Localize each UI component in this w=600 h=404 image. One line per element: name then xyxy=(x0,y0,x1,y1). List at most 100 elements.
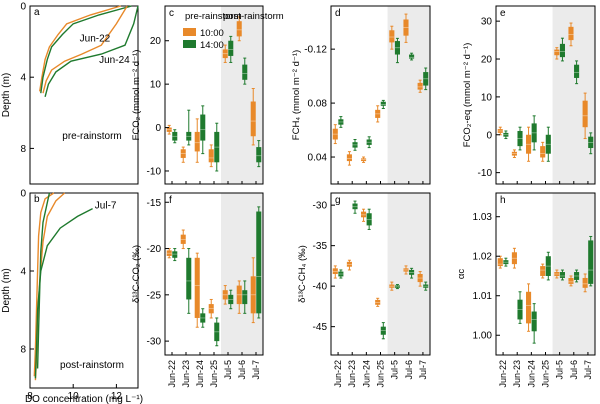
panel-f: -30 -25 -20 -15 δ¹³C-CO₂ (‰) Jun-22 Jun-23 Jun-… xyxy=(131,192,264,388)
box-body xyxy=(588,240,594,284)
panel-letter: g xyxy=(335,195,341,206)
box-14:00 xyxy=(545,126,551,162)
y-tick-label: -30 xyxy=(147,337,162,348)
x-date-label: Jun-25 xyxy=(541,360,551,388)
box-10:00 xyxy=(194,252,200,328)
y-tick-label: -30 xyxy=(313,201,328,212)
y-axis-label: FCH₄ (mmol m⁻² d⁻¹) xyxy=(291,50,302,140)
box-body xyxy=(250,101,256,137)
box-10:00 xyxy=(568,275,574,287)
post-rainstorm-shade xyxy=(552,6,595,184)
box-body xyxy=(497,258,503,267)
box-10:00 xyxy=(208,144,214,168)
box-10:00 xyxy=(194,118,200,163)
y-tick-label: -0.12 xyxy=(304,45,327,56)
x-tick-label: 12 xyxy=(111,391,123,402)
box-14:00 xyxy=(228,289,234,310)
box-14:00 xyxy=(366,136,372,149)
box-14:00 xyxy=(394,37,400,64)
legend-label-pm: 14:00 xyxy=(200,40,224,51)
box-10:00 xyxy=(346,151,352,166)
legend-label-am: 10:00 xyxy=(200,28,224,39)
profile-line xyxy=(39,5,121,92)
panel-a: Jun-22 Jun-24 0 4 8 pre-rainstorm Depth (m) a xyxy=(1,2,139,185)
box-14:00 xyxy=(338,269,344,279)
box-14:00 xyxy=(338,116,344,128)
box-14:00 xyxy=(380,322,386,340)
y-tick-label: 1.02 xyxy=(473,252,493,263)
box-10:00 xyxy=(346,259,352,271)
box-14:00 xyxy=(531,115,537,151)
box-14:00 xyxy=(214,122,220,172)
x-date-label: Jul-6 xyxy=(569,360,579,380)
box-14:00 xyxy=(503,257,509,267)
box-14:00 xyxy=(256,206,262,319)
box-14:00 xyxy=(200,105,206,155)
box-14:00 xyxy=(228,35,234,63)
box-10:00 xyxy=(403,13,409,43)
box-body xyxy=(194,131,200,152)
panel-letter: b xyxy=(34,194,40,205)
box-14:00 xyxy=(200,308,206,328)
x-date-label: Jul-6 xyxy=(404,360,414,380)
box-body xyxy=(389,30,395,43)
profile-line xyxy=(44,5,139,97)
panel-letter: c xyxy=(169,8,174,19)
y-tick-label: 0.08 xyxy=(308,99,328,110)
region-label-pre: pre-rainstorm xyxy=(185,11,242,22)
box-14:00 xyxy=(394,284,400,290)
post-rainstorm-shade xyxy=(221,6,263,184)
post-rainstorm-shade xyxy=(387,193,430,355)
y-tick-label: -15 xyxy=(147,198,162,209)
y-tick-label: 4 xyxy=(20,267,26,278)
box-10:00 xyxy=(417,79,423,93)
box-14:00 xyxy=(503,130,509,140)
panel-letter: e xyxy=(500,8,506,19)
x-tick-label: 10 xyxy=(68,391,80,402)
box-10:00 xyxy=(511,149,517,158)
x-date-label: Jul-7 xyxy=(251,360,261,380)
box-10:00 xyxy=(540,141,546,162)
x-tick-label: 8 xyxy=(27,391,33,402)
box-10:00 xyxy=(208,298,214,319)
box-14:00 xyxy=(409,267,415,279)
box-14:00 xyxy=(559,269,565,281)
panel-c: -10 0 10 20 FCO₂ (mmol m⁻² d⁻¹) c pre-rainstor… xyxy=(131,5,284,185)
box-14:00 xyxy=(352,139,358,151)
box-14:00 xyxy=(352,200,358,214)
box-body xyxy=(194,257,200,318)
y-tick-label: 0 xyxy=(155,123,161,134)
x-date-label: Jun-24 xyxy=(195,360,205,388)
x-date-label: Jun-22 xyxy=(167,360,177,388)
profile-line xyxy=(34,207,93,379)
box-10:00 xyxy=(222,44,228,63)
y-tick-label: -10 xyxy=(478,168,493,179)
box-10:00 xyxy=(166,124,172,135)
profile-label: Jun-22 xyxy=(80,34,111,45)
legend-swatch-pm xyxy=(183,40,196,48)
x-date-label: Jul-5 xyxy=(390,360,400,380)
box-14:00 xyxy=(423,67,429,91)
box-10:00 xyxy=(361,156,367,163)
box-10:00 xyxy=(526,126,532,162)
y-tick-label: 0 xyxy=(20,2,26,13)
x-date-label: Jun-25 xyxy=(376,360,386,388)
y-tick-label: 0.04 xyxy=(308,153,328,164)
box-10:00 xyxy=(582,273,588,293)
box-10:00 xyxy=(511,247,517,269)
x-date-label: Jul-7 xyxy=(583,360,593,380)
box-14:00 xyxy=(588,132,594,155)
box-14:00 xyxy=(517,126,523,151)
y-axis-label: FCO₂ (mmol m⁻² d⁻¹) xyxy=(131,50,142,141)
box-10:00 xyxy=(236,16,242,42)
box-14:00 xyxy=(186,109,192,146)
box-body xyxy=(568,277,574,284)
x-date-label: Jul-5 xyxy=(555,360,565,380)
box-body xyxy=(568,26,574,41)
box-body xyxy=(409,54,415,59)
panel-letter: d xyxy=(335,8,341,19)
y-tick-label: 8 xyxy=(20,345,26,356)
box-body xyxy=(346,154,352,162)
